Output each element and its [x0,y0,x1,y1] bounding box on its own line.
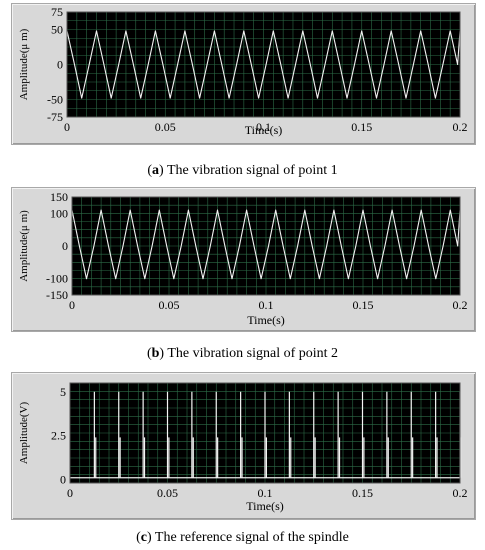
x-tick-label: 0 [64,120,70,134]
y-tick-label: 75 [51,5,63,19]
x-tick-label: 0.15 [352,486,373,500]
x-tick-label: 0.05 [157,486,178,500]
y-tick-label: 0 [62,239,68,253]
y-tick-label: -150 [46,288,68,302]
y-tick-label: 5 [60,385,66,399]
caption-b-text: The vibration signal of point 2 [167,346,339,361]
y-tick-label: 0 [57,58,63,72]
plot-border [69,382,461,484]
y-tick-label: 2.5 [51,429,66,443]
caption-c-tag: c [140,530,147,545]
x-tick-label: 0.05 [159,298,180,312]
grid [72,197,460,295]
caption-a: (a) The vibration signal of point 1 [147,163,338,178]
y-axis-title: Amplitude(V) [18,402,30,465]
caption-b: (b) The vibration signal of point 2 [146,346,339,361]
x-tick-label: 0.2 [453,486,468,500]
y-tick-label: 100 [50,206,68,220]
caption-c: (c) The reference signal of the spindle [136,530,349,545]
y-tick-label: -100 [46,272,68,286]
grid [67,12,460,117]
y-tick-label: -50 [47,93,63,107]
series-line-0 [71,209,461,280]
y-axis-title: Amplitude(μ m) [18,28,30,100]
y-tick-label: -75 [47,110,63,124]
y-tick-label: 0 [60,472,66,486]
plot-border [66,11,461,118]
x-tick-label: 0 [69,298,75,312]
caption-a-tag: a [152,163,160,178]
x-tick-label: 0.2 [453,298,468,312]
x-tick-label: 0.15 [353,298,374,312]
x-axis-title: Time(s) [247,313,285,327]
x-axis-title: Time(s) [245,123,283,137]
y-axis-title: Amplitude(μ m) [18,210,30,282]
x-tick-label: 0 [67,486,73,500]
x-tick-label: 0.1 [256,120,271,134]
y-tick-label: 50 [51,23,63,37]
x-axis-title: Time(s) [246,499,284,513]
spindle-reference-chart: 5 2.5 00 0.05 0.1 0.15 0.2 Time(s) Amplitude(V) [18,382,468,513]
x-tick-label: 0.05 [155,120,176,134]
caption-c-text: The reference signal of the spindle [154,530,349,545]
x-tick-label: 0.1 [259,298,274,312]
plot-border [71,196,461,296]
x-tick-label: 0.2 [453,120,468,134]
x-tick-label: 0.15 [351,120,372,134]
series-line-0 [66,30,461,99]
y-tick-label: 150 [50,190,68,204]
x-tick-label: 0.1 [258,486,273,500]
caption-b-tag: b [151,346,160,361]
caption-a-text: The vibration signal of point 1 [166,163,338,178]
